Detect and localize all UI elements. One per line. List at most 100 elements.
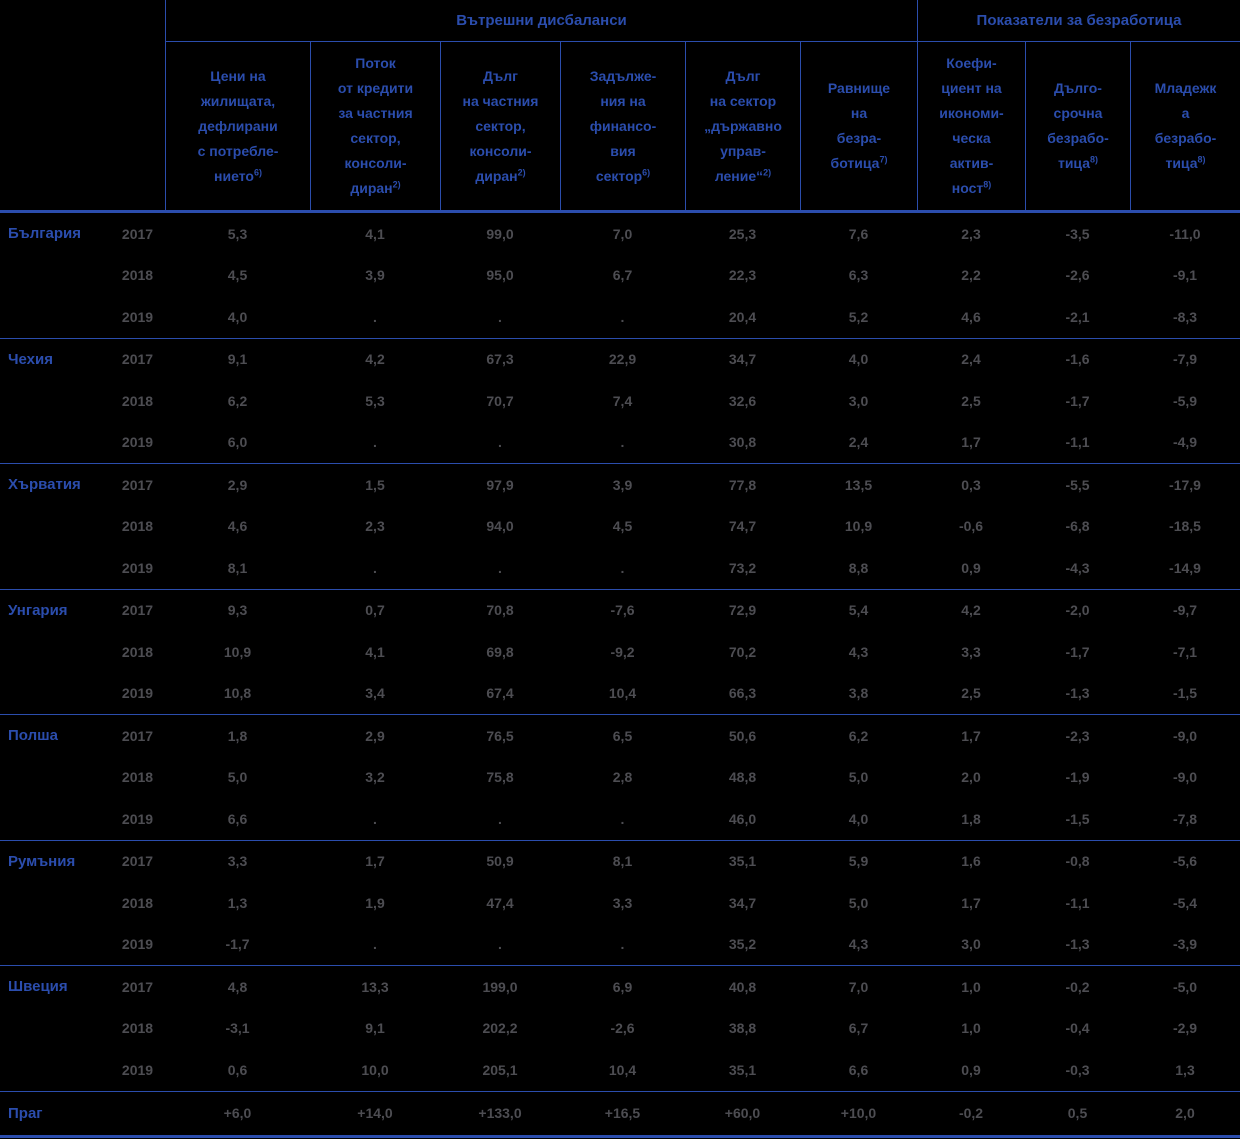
table-row: Румъния 2017 3,3 1,7 50,9 8,1 35,1 5,9 1,6 -0,8 -5… bbox=[0, 841, 1240, 883]
value-cell: 8,1 bbox=[227, 559, 248, 576]
footnote-ref: 8) bbox=[1090, 154, 1099, 165]
value-cell: 73,2 bbox=[728, 559, 757, 576]
value-cell: 77,8 bbox=[728, 476, 757, 493]
year-label: 2019 bbox=[121, 559, 154, 576]
value-cell: 76,5 bbox=[486, 727, 514, 744]
year-label: 2018 bbox=[121, 1020, 154, 1037]
country-label bbox=[0, 924, 110, 966]
value-cell: 0,3 bbox=[961, 476, 981, 493]
value-cell: . bbox=[498, 434, 502, 451]
value-cell: 35,1 bbox=[728, 1061, 757, 1078]
value-cell: 6,2 bbox=[848, 727, 869, 744]
value-cell: 2,3 bbox=[961, 225, 981, 242]
value-cell: 70,8 bbox=[486, 602, 514, 619]
value-cell: 69,8 bbox=[486, 643, 514, 660]
column-header-text: Дълг на сектор „държавно управ- ление“ bbox=[704, 67, 782, 184]
value-cell: 9,3 bbox=[227, 602, 248, 619]
column-header-text: Младежк а безрабо- тица bbox=[1154, 80, 1217, 171]
table-row: 2019 6,0... 30,8 2,4 1,7 -1,1 -4,9 bbox=[0, 422, 1240, 464]
value-cell: 1,6 bbox=[961, 853, 981, 870]
value-cell: 70,7 bbox=[486, 392, 514, 409]
year-label: 2018 bbox=[121, 267, 154, 284]
country-label bbox=[0, 757, 110, 799]
country-block: Швеция 2017 4,8 13,3 199,0 6,9 40,8 7,0 1,0 -0,2 -… bbox=[0, 966, 1240, 1092]
value-cell: -9,0 bbox=[1172, 769, 1198, 786]
year-label: 2019 bbox=[121, 685, 154, 702]
value-cell: 1,0 bbox=[961, 978, 981, 995]
footnote-ref: 7) bbox=[879, 154, 888, 165]
value-cell: -4,9 bbox=[1172, 434, 1198, 451]
value-cell: -1,1 bbox=[1065, 894, 1090, 911]
column-header-activity-rate: Коефи- циент на икономи- ческа актив- но… bbox=[917, 42, 1025, 210]
value-cell: 3,3 bbox=[227, 853, 248, 870]
value-cell: -9,1 bbox=[1172, 267, 1198, 284]
value-cell: -7,8 bbox=[1172, 810, 1198, 827]
value-cell: 32,6 bbox=[728, 392, 757, 409]
value-cell: 2,4 bbox=[848, 434, 869, 451]
year-label: 2019 bbox=[121, 1061, 154, 1078]
value-cell: 10,0 bbox=[361, 1061, 389, 1078]
value-cell: -1,1 bbox=[1065, 434, 1090, 451]
country-label bbox=[0, 296, 110, 338]
value-cell: 97,9 bbox=[486, 476, 514, 493]
value-cell: 202,2 bbox=[482, 1020, 518, 1037]
value-cell: 5,3 bbox=[227, 225, 248, 242]
value-cell: 3,4 bbox=[365, 685, 385, 702]
value-cell: -3,9 bbox=[1172, 936, 1198, 953]
value-cell: 9,1 bbox=[365, 1020, 385, 1037]
value-cell: 10,4 bbox=[608, 685, 637, 702]
country-label bbox=[0, 1008, 110, 1050]
country-label bbox=[0, 798, 110, 840]
value-cell: . bbox=[373, 810, 377, 827]
value-cell: . bbox=[373, 308, 377, 325]
table-row: 2019 8,1... 73,2 8,8 0,9 -4,3 -14,9 bbox=[0, 547, 1240, 589]
table-body: България 2017 5,3 4,1 99,0 7,0 25,3 7,6 2,3 -3,5 -… bbox=[0, 213, 1240, 1092]
value-cell: 1,8 bbox=[227, 727, 248, 744]
value-cell: -8,3 bbox=[1172, 308, 1198, 325]
value-cell: 5,3 bbox=[365, 392, 385, 409]
table-row: Унгария 2017 9,3 0,7 70,8 -7,6 72,9 5,4 4,2 -2,0 -… bbox=[0, 590, 1240, 632]
value-cell: 6,7 bbox=[612, 267, 633, 284]
year-label: 2018 bbox=[121, 643, 154, 660]
value-cell: 3,0 bbox=[848, 392, 869, 409]
value-cell: 67,4 bbox=[486, 685, 514, 702]
threshold-value: 2,0 bbox=[1175, 1105, 1195, 1121]
value-cell: 46,0 bbox=[728, 810, 757, 827]
value-cell: 4,2 bbox=[365, 351, 385, 368]
value-cell: 2,5 bbox=[961, 685, 981, 702]
country-label: Полша bbox=[8, 727, 58, 745]
value-cell: 10,9 bbox=[223, 643, 252, 660]
column-header-house-prices: Цени на жилищата, дефлирани с потребле- … bbox=[165, 42, 310, 210]
value-cell: 1,7 bbox=[961, 434, 981, 451]
value-cell: 4,8 bbox=[227, 978, 248, 995]
table-row: 2018 4,6 2,3 94,0 4,5 74,7 10,9 -0,6 -6,8 -18,5 bbox=[0, 506, 1240, 548]
value-cell: 66,3 bbox=[728, 685, 757, 702]
table-row: 2019 4,0... 20,4 5,2 4,6 -2,1 -8,3 bbox=[0, 296, 1240, 338]
column-header-text: Цени на жилищата, дефлирани с потребле- … bbox=[197, 67, 279, 184]
year-label: 2018 bbox=[121, 769, 154, 786]
year-label: 2019 bbox=[121, 434, 154, 451]
value-cell: 35,2 bbox=[728, 936, 757, 953]
table-row: 2018 5,0 3,2 75,8 2,8 48,8 5,0 2,0 -1,9 -9,0 bbox=[0, 757, 1240, 799]
threshold-value: 0,5 bbox=[1067, 1105, 1088, 1121]
value-cell: 70,2 bbox=[728, 643, 757, 660]
value-cell: -6,8 bbox=[1065, 518, 1090, 535]
year-label: 2018 bbox=[121, 894, 154, 911]
threshold-value: +60,0 bbox=[724, 1105, 761, 1121]
value-cell: 2,2 bbox=[961, 267, 981, 284]
threshold-value: +133,0 bbox=[478, 1105, 522, 1121]
threshold-value: +6,0 bbox=[223, 1105, 252, 1121]
value-cell: 50,6 bbox=[728, 727, 757, 744]
footnote-ref: 8) bbox=[1197, 154, 1206, 165]
table-row: 2019 10,8 3,4 67,4 10,4 66,3 3,8 2,5 -1,3 -1,5 bbox=[0, 673, 1240, 715]
header-corner bbox=[0, 0, 165, 42]
value-cell: 4,2 bbox=[961, 602, 981, 619]
country-block: Хърватия 2017 2,9 1,5 97,9 3,9 77,8 13,5 0,3 -5,5… bbox=[0, 464, 1240, 590]
value-cell: . bbox=[373, 936, 377, 953]
value-cell: 6,5 bbox=[612, 727, 633, 744]
value-cell: 5,9 bbox=[848, 853, 869, 870]
value-cell: . bbox=[498, 936, 502, 953]
value-cell: 13,5 bbox=[844, 476, 873, 493]
value-cell: -5,9 bbox=[1172, 392, 1198, 409]
value-cell: 5,2 bbox=[848, 308, 869, 325]
